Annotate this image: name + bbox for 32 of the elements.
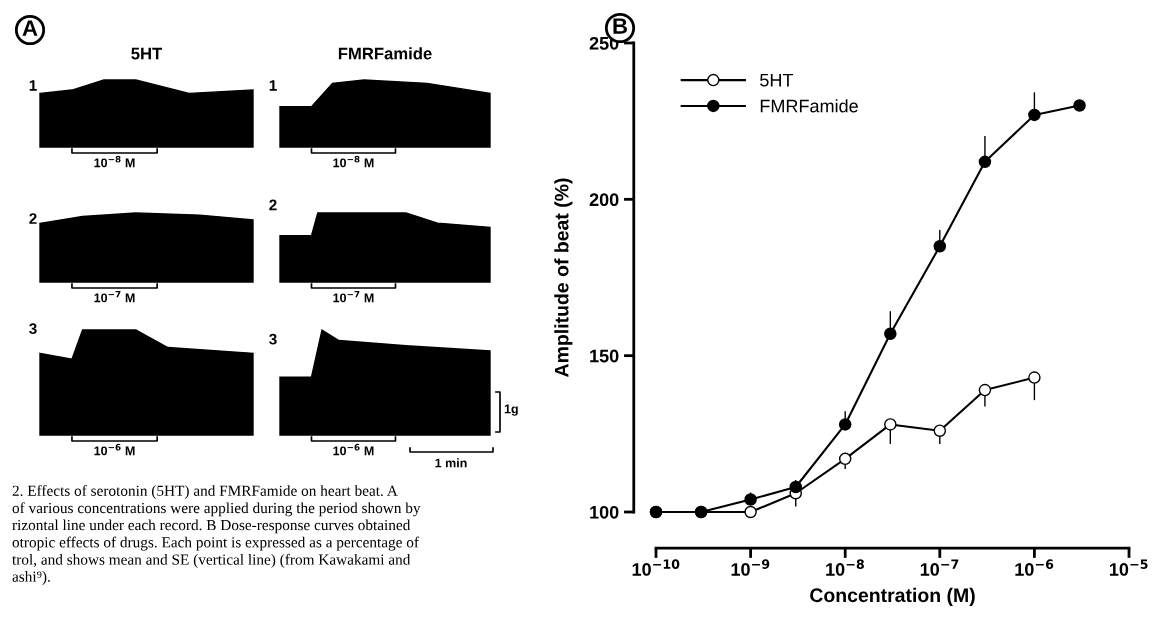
- text: 10$^{−8}$ M: [94, 155, 135, 168]
- x-tick-label: 10$^{−5}$: [1110, 559, 1148, 576]
- text: A: [22, 20, 38, 36]
- text: 2. Effects of serotonin (5HT) and FMRFamide on heart beat. A of various concentrations were applied during the period shown by rizontal line under each record. B Dose-response curves obtained otropic effects of drugs. Each point is expressed as a percentage of trol, and shows mean and SE (vertical line) (from Kawakami and ashi⁹).: [12, 485, 421, 585]
- category-label: 3: [269, 333, 277, 345]
- text: 1 min: [435, 458, 467, 468]
- y-tick-label: 150: [590, 349, 619, 363]
- category-label: 1: [269, 80, 277, 91]
- text: 10$^{−7}$ M: [333, 290, 374, 303]
- category-label: 2: [29, 213, 37, 224]
- category-label: FMRFamide: [338, 47, 432, 60]
- y-tick-label: 100: [590, 505, 619, 519]
- chart-title: B: [613, 18, 628, 34]
- text: 1g: [504, 404, 518, 416]
- text: 10$^{−7}$ M: [94, 290, 135, 303]
- text: 10$^{−6}$ M: [94, 443, 135, 456]
- x-tick-label: 10$^{−8}$: [826, 559, 864, 576]
- y-tick-label: 200: [589, 193, 619, 207]
- legend-label: FMRFamide: [760, 99, 858, 113]
- text: 10$^{−6}$ M: [333, 443, 374, 456]
- x-tick-label: 10$^{−6}$: [1015, 559, 1054, 576]
- category-label: 3: [29, 323, 37, 335]
- category-label: 2: [269, 199, 277, 211]
- legend-label: 5HT: [760, 73, 794, 87]
- category-label: 5HT: [131, 47, 163, 60]
- x-tick-label: 10$^{−9}$: [731, 559, 770, 576]
- x-tick-label: 10$^{−10}$: [632, 559, 680, 576]
- y-axis-title: Amplitude of beat (%): [554, 178, 573, 377]
- x-tick-label: 10$^{−7}$: [920, 559, 959, 576]
- x-axis-title: Concentration (M): [810, 587, 975, 606]
- text: 10$^{−8}$ M: [333, 155, 374, 168]
- category-label: 1: [29, 80, 37, 91]
